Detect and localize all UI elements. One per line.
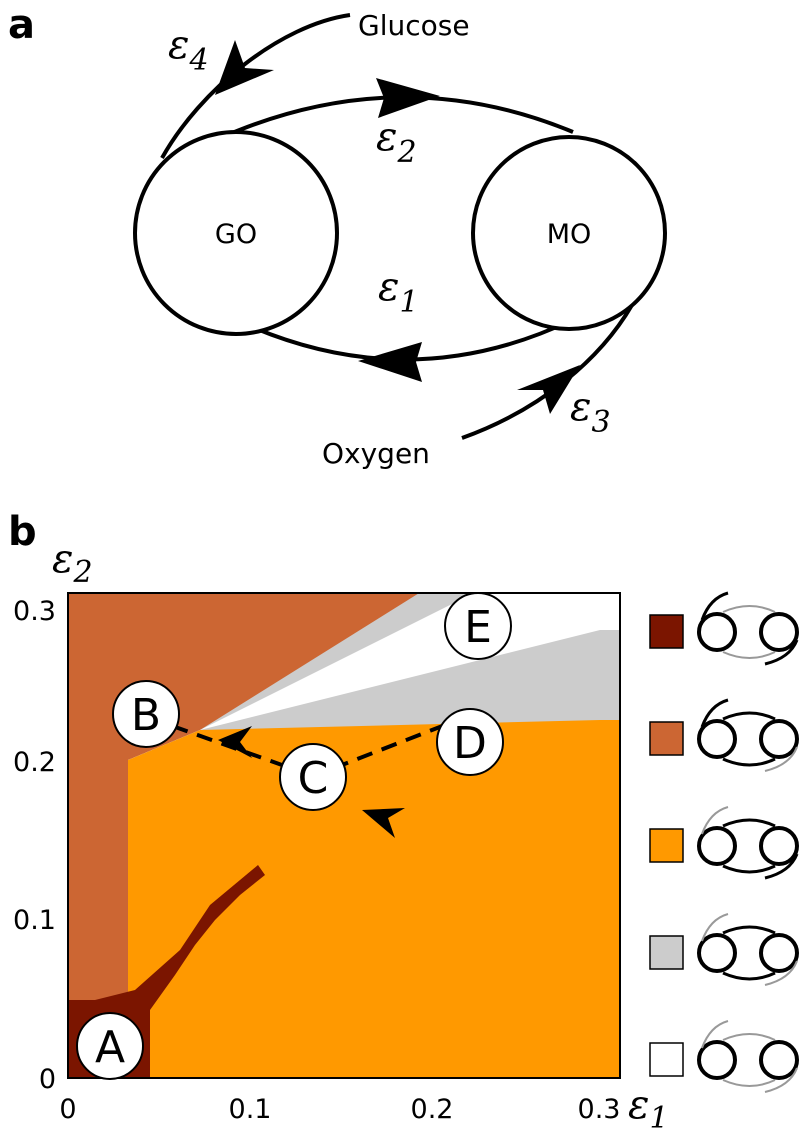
point-c-marker (279, 743, 347, 811)
x-tick-label: 0.2 (411, 1094, 454, 1125)
mini-mo-node (759, 719, 799, 759)
epsilon4-label: ε4 (168, 22, 209, 78)
mini-arrow-gray (722, 605, 776, 613)
mini-arrow-black (700, 591, 729, 621)
mo-node (471, 135, 667, 331)
legend (649, 591, 799, 1093)
epsilon2-label: ε2 (376, 114, 417, 170)
mini-mo-node (759, 612, 799, 652)
mini-arrow-black (722, 971, 776, 981)
legend-swatch-brown (649, 721, 684, 756)
region-map (68, 593, 620, 1078)
mini-arrow-gray (701, 913, 729, 942)
mini-go-node (697, 719, 737, 759)
point-e: E (444, 592, 512, 660)
mini-arrow-black (722, 757, 776, 767)
legend-item-gray (649, 913, 799, 986)
mini-go-node (697, 612, 737, 652)
mini-arrow-gray (701, 806, 729, 835)
legend-swatch-gray (649, 935, 684, 970)
arrowhead-epsilon2 (376, 78, 440, 118)
x-tick-label: 0 (59, 1094, 76, 1125)
mini-arrow-gray (764, 1067, 798, 1093)
point-b-marker (112, 680, 180, 748)
path-arrowhead-upper (218, 726, 252, 758)
mini-mo-node (759, 933, 799, 973)
point-d-marker (436, 708, 504, 776)
mini-arrow-gray (722, 1033, 776, 1041)
x-tick-label: 0.1 (229, 1094, 272, 1125)
panel-a-label: a (8, 2, 35, 48)
point-e-marker (444, 592, 512, 660)
mini-go-node (697, 826, 737, 866)
mini-arrow-gray (764, 746, 798, 772)
mini-arrow-black (722, 711, 776, 721)
x-tick-label: 0.3 (578, 1094, 621, 1125)
arrowhead-epsilon4 (215, 40, 274, 95)
mini-arrow-gray (764, 960, 798, 986)
y-ticks: 0 0.1 0.2 0.3 (13, 596, 56, 1095)
mini-arrow-black (764, 853, 799, 880)
oxygen-label: Oxygen (322, 437, 430, 470)
mini-go-node (697, 1040, 737, 1080)
y-tick-label: 0 (39, 1064, 56, 1095)
x-ticks: 0 0.1 0.2 0.3 (59, 1094, 620, 1125)
mini-arrow-black (764, 639, 799, 666)
path-arrowhead-lower (362, 808, 405, 838)
y-tick-label: 0.1 (13, 905, 56, 936)
legend-swatch-white (649, 1042, 684, 1077)
panel-b-label: b (8, 509, 37, 555)
mini-arrow-black (722, 864, 776, 874)
panel-b: b ε2 ε1 0 0.1 0.2 0.3 0 0.1 0.2 0.3 (8, 509, 669, 1130)
epsilon3-label: ε3 (570, 384, 611, 440)
legend-swatch-dark-red (649, 614, 684, 649)
go-label: GO (215, 219, 257, 250)
y-tick-label: 0.2 (13, 747, 56, 778)
epsilon1-label: ε1 (378, 264, 419, 320)
mini-arrow-gray (722, 651, 776, 659)
mini-arrow-black (722, 818, 776, 828)
region-lower-right (128, 720, 620, 1078)
mini-arrow-black (700, 698, 729, 728)
point-e-label: E (464, 602, 492, 653)
point-a-label: A (95, 1022, 125, 1073)
mo-label: MO (547, 219, 592, 250)
arrowhead-epsilon3 (517, 365, 580, 414)
legend-item-white (649, 1020, 799, 1093)
legend-item-dark-red (649, 591, 799, 666)
mini-arrow-black (722, 925, 776, 935)
x-axis-label: ε1 (628, 1082, 669, 1130)
mini-mo-node (759, 1040, 799, 1080)
point-b: B (112, 680, 180, 748)
glucose-label: Glucose (358, 9, 470, 42)
panel-a: a GO MO Glucose Oxygen ε4 ε2 ε1 ε3 (8, 2, 667, 470)
mini-go-node (697, 933, 737, 973)
legend-item-orange (649, 806, 799, 880)
mini-arrow-gray (722, 1079, 776, 1087)
y-tick-label: 0.3 (13, 596, 56, 627)
legend-item-brown (649, 698, 799, 772)
mini-mo-node (759, 826, 799, 866)
point-d: D (436, 708, 504, 776)
legend-swatch-orange (649, 828, 684, 863)
go-node (133, 130, 339, 336)
y-axis-label: ε2 (52, 536, 93, 590)
point-c: C (279, 743, 347, 811)
point-a: A (76, 1012, 144, 1080)
region-dark-red-tongue (95, 865, 265, 1010)
point-b-label: B (131, 690, 161, 741)
plot-frame (67, 592, 621, 1079)
point-c-label: C (298, 753, 329, 804)
glucose-arrow (160, 13, 351, 159)
arrowhead-epsilon1 (358, 342, 422, 382)
mini-arrow-gray (701, 1020, 729, 1049)
point-d-label: D (453, 718, 487, 769)
point-a-marker (76, 1012, 144, 1080)
